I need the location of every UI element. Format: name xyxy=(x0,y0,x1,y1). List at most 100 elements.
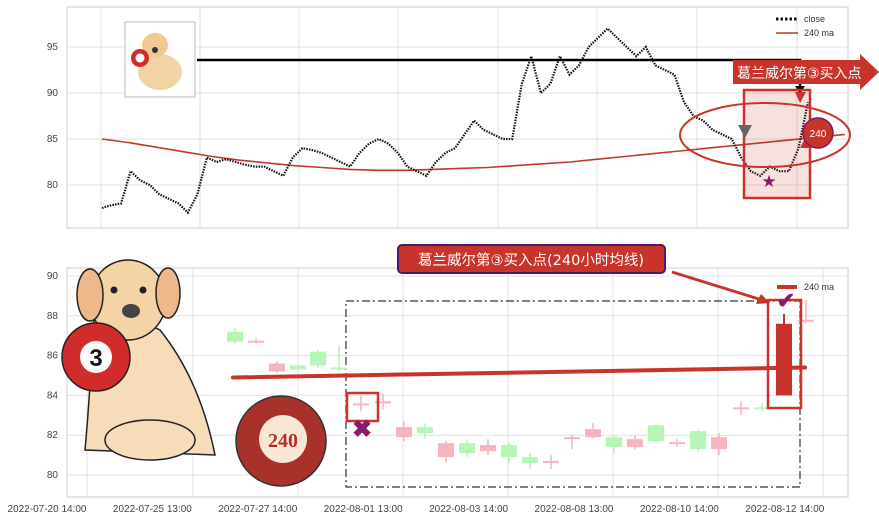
candle-body xyxy=(310,351,326,366)
candle xyxy=(417,423,433,440)
candle-body xyxy=(798,319,814,322)
candle xyxy=(438,441,454,464)
triangle-down-icon xyxy=(738,125,752,138)
x-tick-label: 2022-07-25 13:00 xyxy=(113,504,192,515)
x-tick-label: 2022-08-01 13:00 xyxy=(324,504,403,515)
candle xyxy=(459,439,475,458)
arrow-head-icon xyxy=(756,294,770,304)
star-icon: ★ xyxy=(761,172,776,191)
candle xyxy=(269,361,285,373)
y-tick-label: 80 xyxy=(47,180,59,191)
bottom-panel: 80 82 84 86 88 90 2022-07-20 14:00 2022-07-25 … xyxy=(8,244,849,515)
ball-240-label: 240 xyxy=(268,430,298,452)
candle-body xyxy=(375,401,391,404)
candle xyxy=(585,423,601,439)
candle-body xyxy=(248,340,264,343)
candle xyxy=(310,349,326,368)
candle-body xyxy=(711,437,727,450)
buy-point-banner-label: 葛兰威尔第③买入点 xyxy=(737,65,862,82)
ma-badge-label: 240 xyxy=(810,129,827,140)
callout-arrow xyxy=(671,270,763,302)
buy-point-banner xyxy=(733,54,879,90)
check-mark-icon: ✔ xyxy=(777,288,795,313)
ball-3-label: 3 xyxy=(89,345,102,372)
top-panel: 80 85 90 95 ★ 240 葛兰威尔第③买入点 close 240 ma xyxy=(47,6,879,229)
candle xyxy=(733,401,749,416)
candle xyxy=(375,393,391,410)
candle-body xyxy=(690,431,706,450)
candle-body xyxy=(627,439,643,448)
candle-body xyxy=(585,429,601,438)
legend-top: close 240 ma xyxy=(776,14,834,38)
y-tick-label: 88 xyxy=(47,311,59,322)
y-tick-label: 86 xyxy=(47,351,59,362)
legend-ma-label-bottom: 240 ma xyxy=(804,282,834,292)
x-tick-label: 2022-08-12 14:00 xyxy=(745,504,824,515)
candle-body xyxy=(353,403,369,406)
candle-body xyxy=(776,323,792,396)
y-tick-label: 90 xyxy=(47,88,59,99)
candle xyxy=(606,435,622,454)
candle-body xyxy=(290,365,306,370)
candle xyxy=(690,429,706,452)
y-tick-label: 82 xyxy=(47,430,59,441)
y-tick-label: 90 xyxy=(47,271,59,282)
candle xyxy=(227,327,243,344)
candle-body xyxy=(459,443,475,454)
dog-thumbnail xyxy=(124,21,196,98)
ma-240-line-bottom xyxy=(231,365,807,380)
candle xyxy=(480,439,496,456)
candle-body xyxy=(396,427,412,438)
candle-body xyxy=(648,425,664,442)
candle-body xyxy=(331,367,347,370)
candle-body xyxy=(501,445,517,458)
x-tick-label: 2022-08-08 13:00 xyxy=(535,504,614,515)
y-tick-label: 84 xyxy=(47,390,59,401)
candle xyxy=(396,421,412,442)
candle-body xyxy=(733,407,749,410)
signal-candle-box xyxy=(766,298,803,410)
candle-body xyxy=(522,457,538,464)
candle xyxy=(501,443,517,464)
x-tick-label: 2022-07-20 14:00 xyxy=(8,504,87,515)
candle-body xyxy=(543,461,559,464)
candle xyxy=(648,423,664,444)
dog-illustration: 3 240 xyxy=(61,259,327,487)
y-tick-label: 85 xyxy=(47,134,59,145)
x-tick-label: 2022-07-27 14:00 xyxy=(218,504,297,515)
highlight-ellipse xyxy=(679,102,851,168)
candle xyxy=(776,313,792,396)
ma-badge xyxy=(802,117,834,149)
ma-240-line xyxy=(101,133,846,172)
x-mark-icon: ✖ xyxy=(352,416,372,443)
candle-body xyxy=(564,437,580,440)
candle-body xyxy=(269,363,285,372)
prior-candle-box xyxy=(345,391,380,423)
x-tick-label: 2022-08-10 14:00 xyxy=(640,504,719,515)
candle xyxy=(564,435,580,450)
candle-body xyxy=(606,437,622,448)
candle-body xyxy=(417,427,433,434)
candle-body xyxy=(227,331,243,342)
callout-box xyxy=(397,244,666,274)
callout-label: 葛兰威尔第③买入点(240小时均线) xyxy=(418,251,644,269)
candle-body xyxy=(438,443,454,458)
candle-body xyxy=(754,407,770,410)
legend-close-label: close xyxy=(804,14,825,24)
y-tick-label: 95 xyxy=(47,42,59,53)
triangle-down-red-icon xyxy=(795,92,806,103)
candle-body xyxy=(480,445,496,452)
legend-ma-label: 240 ma xyxy=(804,28,834,38)
candle xyxy=(353,395,369,412)
candle xyxy=(798,299,814,324)
x-tick-label: 2022-08-03 14:00 xyxy=(429,504,508,515)
candle xyxy=(543,455,559,470)
candle xyxy=(669,439,685,448)
candle xyxy=(331,345,347,372)
candle xyxy=(290,363,306,372)
top-plot-area xyxy=(66,6,849,229)
candle xyxy=(711,433,727,456)
close-line xyxy=(101,27,810,215)
candle xyxy=(627,435,643,450)
